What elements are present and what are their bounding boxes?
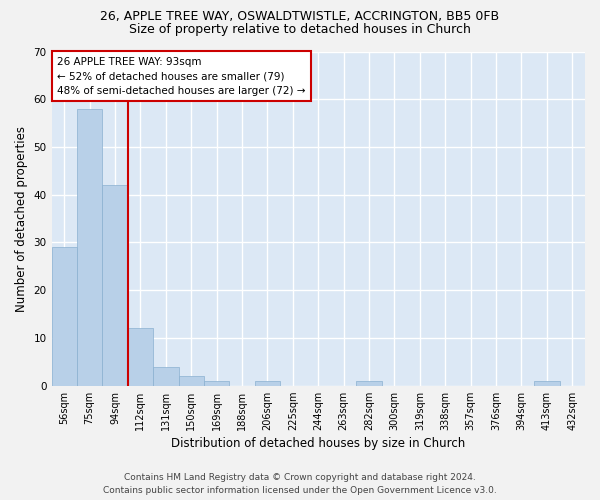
Bar bbox=[255, 381, 280, 386]
Text: Contains HM Land Registry data © Crown copyright and database right 2024.
Contai: Contains HM Land Registry data © Crown c… bbox=[103, 474, 497, 495]
Bar bbox=[77, 109, 103, 386]
Text: 26 APPLE TREE WAY: 93sqm
← 52% of detached houses are smaller (79)
48% of semi-d: 26 APPLE TREE WAY: 93sqm ← 52% of detach… bbox=[57, 56, 305, 96]
Bar bbox=[128, 328, 153, 386]
Text: Size of property relative to detached houses in Church: Size of property relative to detached ho… bbox=[129, 22, 471, 36]
Bar bbox=[179, 376, 204, 386]
Y-axis label: Number of detached properties: Number of detached properties bbox=[15, 126, 28, 312]
Text: 26, APPLE TREE WAY, OSWALDTWISTLE, ACCRINGTON, BB5 0FB: 26, APPLE TREE WAY, OSWALDTWISTLE, ACCRI… bbox=[100, 10, 500, 23]
Bar bbox=[534, 381, 560, 386]
Bar bbox=[153, 366, 179, 386]
Bar bbox=[52, 247, 77, 386]
X-axis label: Distribution of detached houses by size in Church: Distribution of detached houses by size … bbox=[171, 437, 466, 450]
Bar bbox=[356, 381, 382, 386]
Bar bbox=[204, 381, 229, 386]
Bar bbox=[103, 185, 128, 386]
